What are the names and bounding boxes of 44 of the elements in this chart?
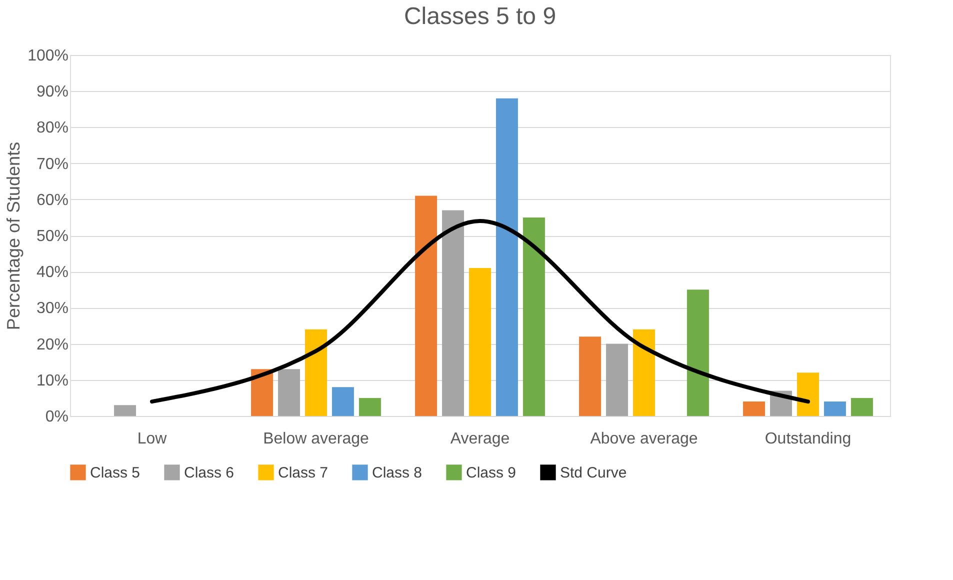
legend-label: Class 9 — [466, 464, 516, 482]
x-tick-label: Low — [137, 430, 168, 448]
legend-label: Class 8 — [372, 464, 422, 482]
y-tick-label: 30% — [36, 300, 68, 318]
y-tick-label: 0% — [45, 408, 68, 426]
bar — [469, 268, 491, 416]
legend-label: Class 6 — [184, 464, 234, 482]
chart-title: Classes 5 to 9 — [404, 3, 556, 30]
y-tick-label: 20% — [36, 336, 68, 354]
y-tick-label: 70% — [36, 156, 68, 173]
bar — [496, 98, 518, 416]
bar — [606, 344, 628, 416]
bar — [824, 402, 846, 416]
bar — [743, 402, 766, 416]
bar — [850, 398, 873, 416]
x-tick-label: Average — [450, 430, 510, 448]
y-tick-label: 50% — [36, 228, 68, 245]
bar — [579, 336, 602, 416]
y-tick-label: 10% — [36, 372, 68, 390]
y-tick-label: 90% — [36, 84, 68, 101]
bar — [797, 372, 819, 416]
x-tick-label: Below average — [263, 430, 370, 448]
bar — [251, 369, 274, 416]
bar — [633, 329, 655, 416]
y-tick-label: 100% — [28, 48, 68, 64]
bar — [686, 290, 709, 416]
bar — [358, 398, 381, 416]
bar — [442, 210, 464, 416]
bar — [278, 369, 300, 416]
y-tick-label: 40% — [36, 264, 68, 282]
y-axis-title: Percentage of Students — [4, 142, 24, 330]
bar — [415, 196, 438, 416]
y-tick-label: 80% — [36, 120, 68, 137]
legend-label: Class 7 — [278, 464, 328, 482]
bar — [305, 329, 327, 416]
bar — [114, 405, 136, 416]
bar — [522, 217, 545, 416]
y-tick-label: 60% — [36, 192, 68, 209]
legend-label: Std Curve — [560, 464, 627, 482]
bar — [332, 387, 354, 416]
line-series — [150, 219, 810, 404]
x-tick-label: Outstanding — [764, 430, 852, 448]
x-tick-label: Above average — [590, 430, 698, 448]
legend-label: Class 5 — [90, 464, 140, 482]
